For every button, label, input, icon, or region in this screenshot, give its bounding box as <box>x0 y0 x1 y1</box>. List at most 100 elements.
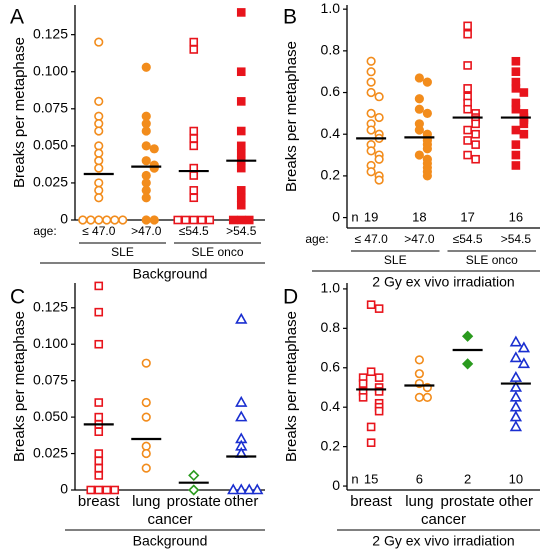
y-axis-label: Breaks per metaphase <box>11 311 28 462</box>
category-prefix: age: <box>305 232 328 246</box>
y-axis-label: Breaks per metaphase <box>11 37 28 188</box>
x-tick-label: >54.5 <box>226 224 257 238</box>
point <box>94 449 104 458</box>
point <box>189 141 199 151</box>
point <box>181 215 191 225</box>
point <box>461 358 474 370</box>
group-label: SLE <box>384 253 407 267</box>
point <box>509 400 523 412</box>
point <box>94 412 104 422</box>
category-prefix: age: <box>33 224 56 238</box>
point <box>374 112 384 123</box>
n-value: 2 <box>464 471 471 486</box>
point <box>149 144 159 154</box>
point <box>94 463 104 473</box>
point <box>366 125 376 135</box>
point <box>366 56 376 66</box>
y-tick-label: 0.075 <box>33 99 68 115</box>
point <box>94 111 104 121</box>
y-tick-label: 0.6 <box>321 358 341 374</box>
point <box>235 312 248 324</box>
point <box>86 485 96 495</box>
point <box>471 119 480 129</box>
point <box>197 215 207 225</box>
point <box>374 175 384 185</box>
x-axis-label: Background <box>133 266 208 282</box>
point <box>509 335 523 347</box>
point <box>414 355 424 365</box>
x-tick-label: >47.0 <box>131 224 162 238</box>
group-label: SLE onco <box>191 245 243 259</box>
point <box>509 371 523 382</box>
point <box>236 193 246 203</box>
point <box>414 73 424 83</box>
point <box>189 134 199 143</box>
point <box>141 126 151 136</box>
point <box>141 193 151 203</box>
point <box>86 215 96 225</box>
x-tick-label: prostate <box>441 493 495 510</box>
point <box>414 104 424 114</box>
point <box>94 193 104 203</box>
x-axis-label: 2 Gy ex vivo irradiation <box>372 274 514 290</box>
x-tick-label: lung <box>132 493 160 510</box>
y-tick-label: 1.0 <box>321 0 341 16</box>
point <box>189 186 199 195</box>
point <box>366 422 376 432</box>
point <box>236 215 246 225</box>
point <box>189 215 199 225</box>
point <box>517 341 531 353</box>
point <box>366 167 376 177</box>
point <box>94 119 104 129</box>
point <box>463 84 472 93</box>
point <box>366 67 376 77</box>
x-tick-label: ≤54.5 <box>179 224 209 238</box>
point <box>235 483 248 495</box>
point <box>141 119 151 129</box>
point <box>422 171 432 181</box>
point <box>366 108 376 118</box>
point <box>227 483 240 495</box>
x-tick-label: ≤ 47.0 <box>354 232 388 246</box>
point <box>94 163 104 173</box>
point <box>236 148 246 158</box>
point <box>511 150 521 160</box>
point <box>463 21 472 31</box>
y-tick-label: 0.025 <box>33 174 68 190</box>
point <box>141 111 151 121</box>
n-value: 19 <box>364 209 378 224</box>
point <box>366 438 376 447</box>
x-tick-label: lung <box>405 493 433 510</box>
point <box>374 387 384 396</box>
point <box>189 37 199 47</box>
y-tick-label: 0.2 <box>321 437 341 453</box>
point <box>517 357 531 369</box>
point <box>94 215 104 225</box>
point <box>461 330 474 342</box>
point <box>94 178 104 188</box>
y-tick-label: 0.6 <box>321 83 341 99</box>
x-tick-label: >47.0 <box>404 232 435 246</box>
point <box>141 141 151 151</box>
x-tick-label: other <box>224 493 258 510</box>
point <box>519 129 529 139</box>
point <box>509 410 523 422</box>
point <box>94 141 104 151</box>
panel-label: C <box>10 286 25 309</box>
n-value: 15 <box>364 471 378 486</box>
n-label: n <box>351 471 358 486</box>
point <box>471 140 480 149</box>
point <box>236 163 246 173</box>
point <box>94 485 104 495</box>
point <box>141 178 151 188</box>
point <box>511 161 521 170</box>
point <box>94 456 104 466</box>
point <box>94 339 104 349</box>
point <box>110 215 120 225</box>
point <box>94 427 104 436</box>
point <box>374 373 384 382</box>
y-tick-label: 0.125 <box>33 298 68 314</box>
point <box>422 77 432 87</box>
y-tick-label: 0.4 <box>321 398 341 414</box>
point <box>141 463 151 473</box>
